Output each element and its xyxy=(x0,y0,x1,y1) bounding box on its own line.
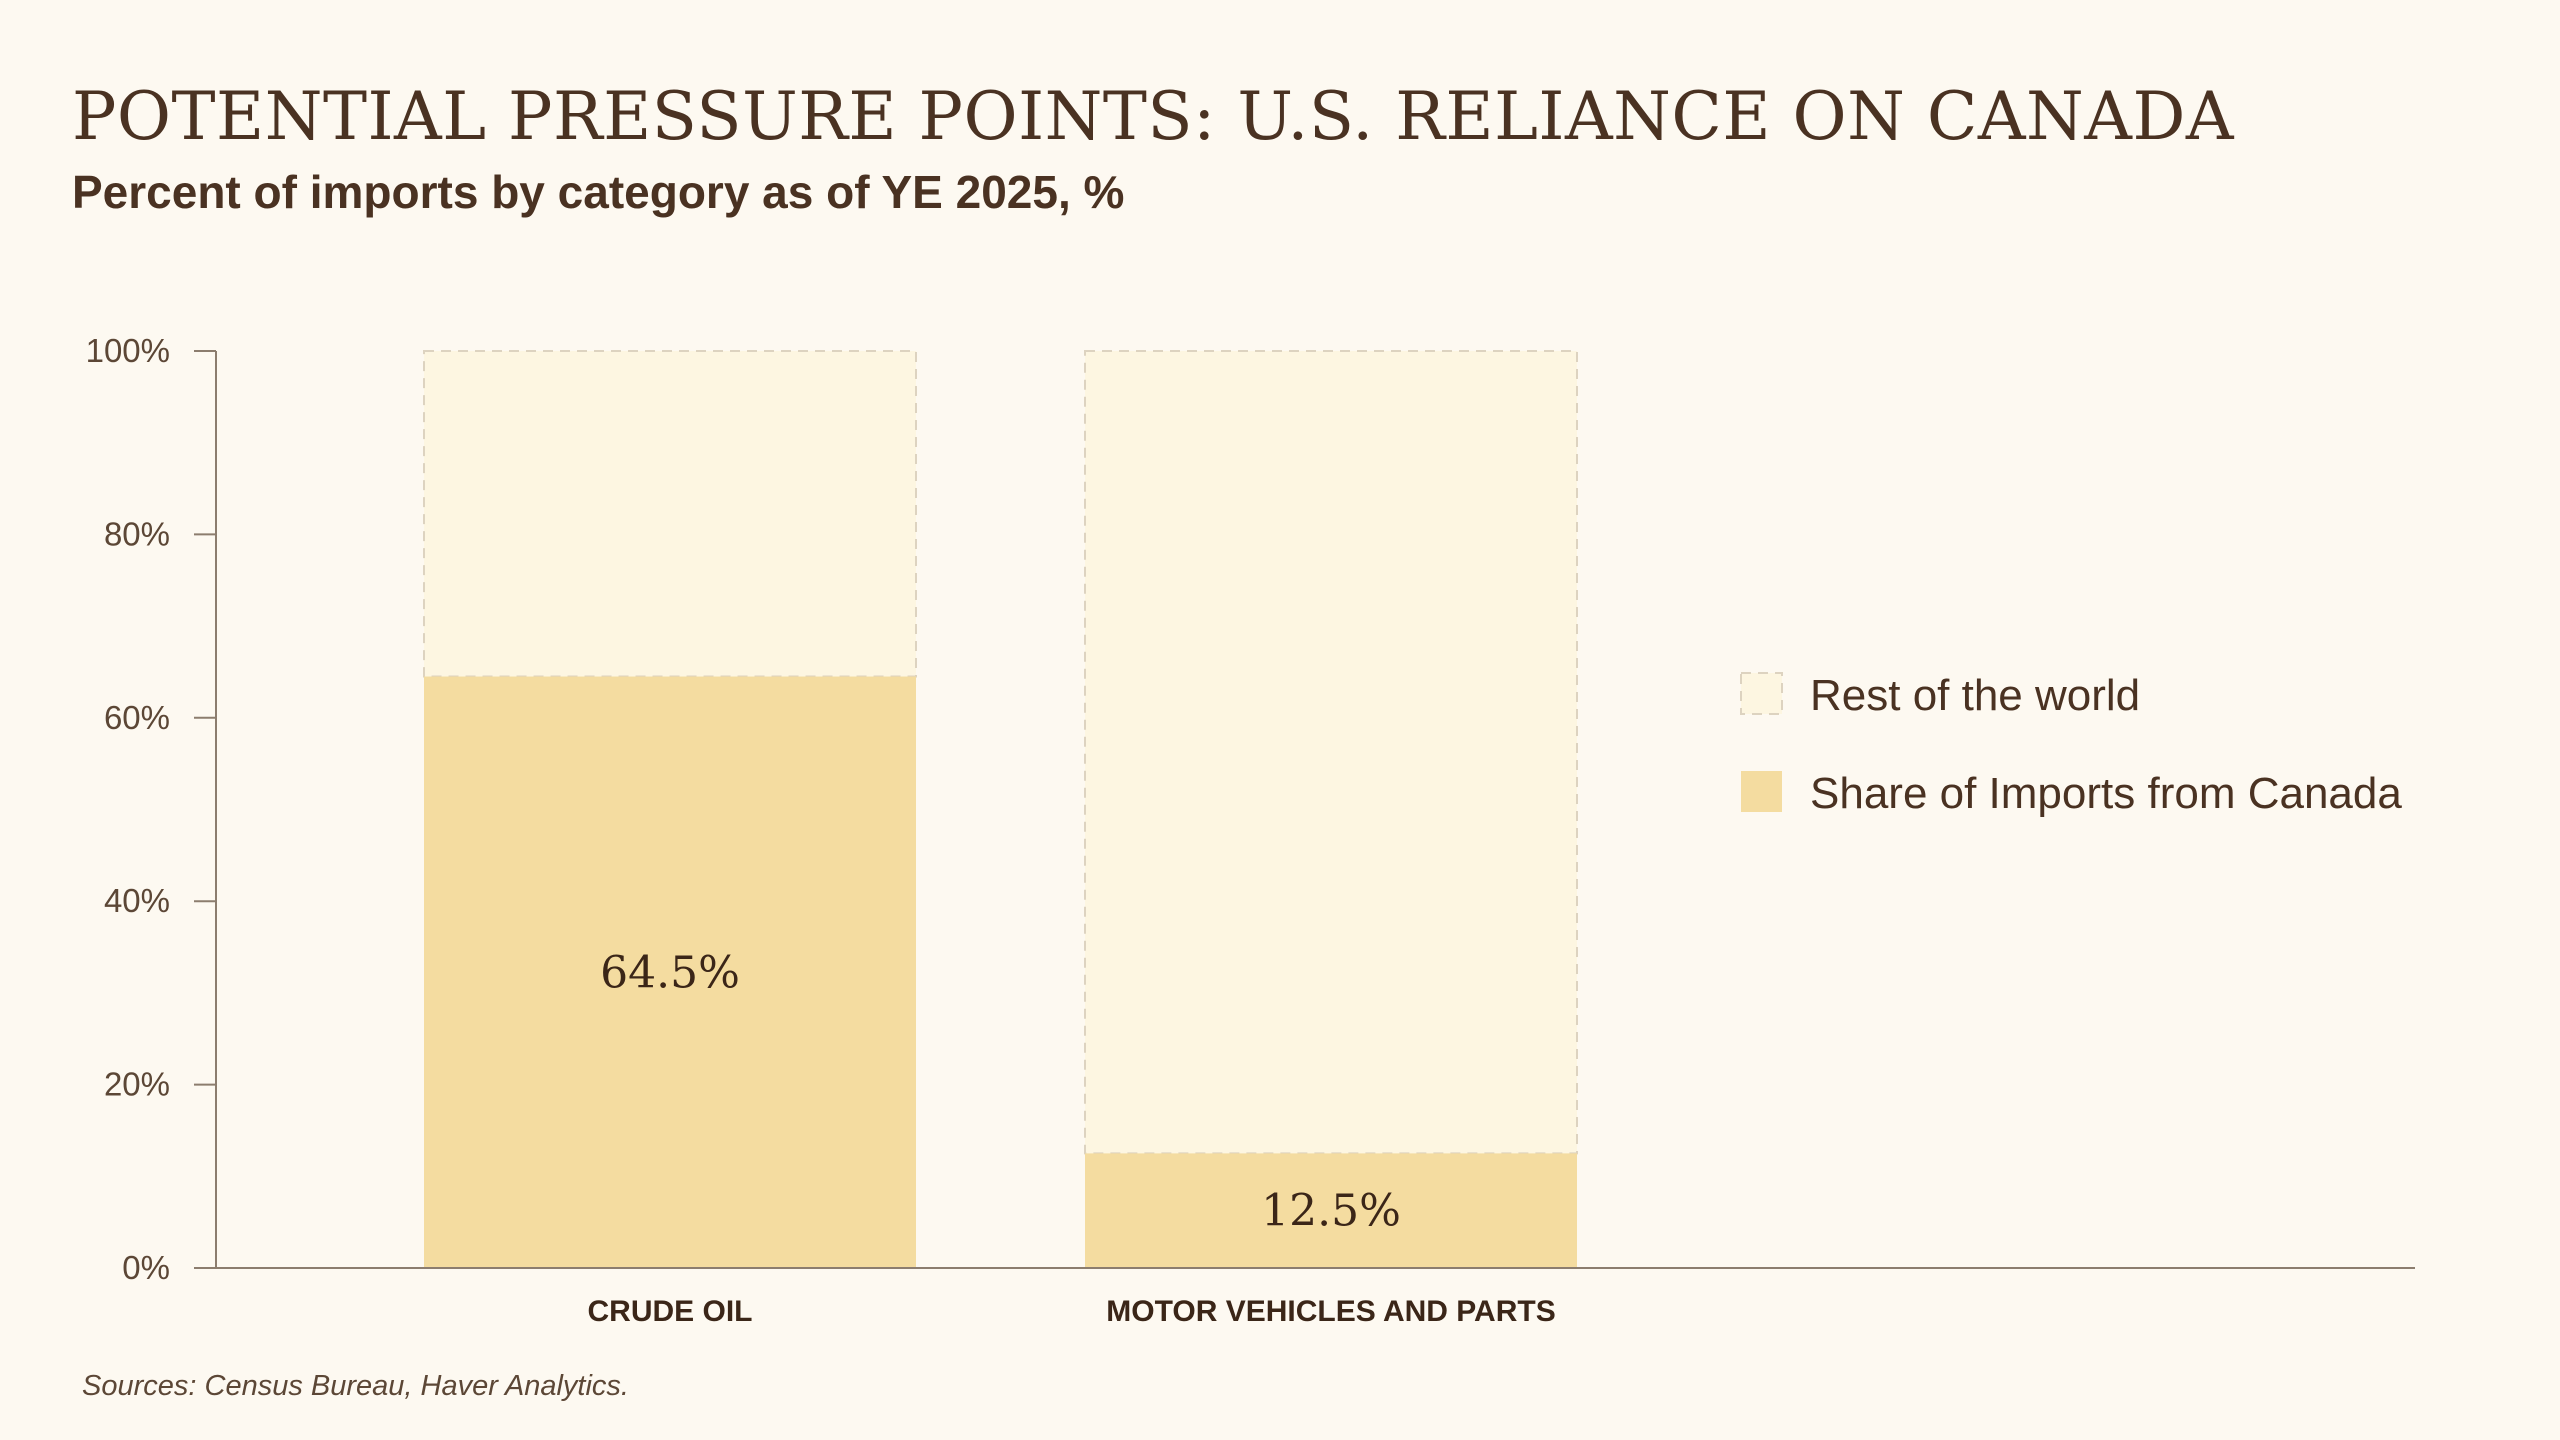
legend-swatch-canada xyxy=(1741,771,1782,812)
axis-layer: 0% 20% 40% 60% 80% 100% xyxy=(86,332,2415,1286)
bar-rest-of-world-motor-vehicles-and-parts xyxy=(1084,350,1578,1155)
category-label-motor-vehicles-and-parts: MOTOR VEHICLES AND PARTS xyxy=(1106,1295,1555,1328)
chart-title: POTENTIAL PRESSURE POINTS: U.S. RELIANCE… xyxy=(72,78,2235,155)
data-label-motor-vehicles-and-parts: 12.5% xyxy=(1261,1186,1401,1237)
y-tick-label-60: 60% xyxy=(104,699,170,736)
legend-swatch-rest-of-world xyxy=(1740,672,1783,715)
bar-canada-crude-oil xyxy=(424,676,916,1268)
bars-layer xyxy=(423,350,1578,1268)
bar-canada-motor-vehicles-and-parts xyxy=(1085,1153,1577,1268)
y-tick-label-20: 20% xyxy=(104,1066,170,1103)
y-tick-label-0: 0% xyxy=(122,1249,170,1286)
bar-rest-of-world-crude-oil xyxy=(423,350,917,678)
legend: Rest of the world Share of Imports from … xyxy=(1740,671,2402,818)
chart-subtitle: Percent of imports by category as of YE … xyxy=(72,166,1125,218)
y-tick-label-100: 100% xyxy=(86,332,170,369)
category-label-crude-oil: CRUDE OIL xyxy=(588,1295,753,1328)
legend-label-canada: Share of Imports from Canada xyxy=(1810,769,2402,818)
y-tick-label-40: 40% xyxy=(104,882,170,919)
data-label-crude-oil: 64.5% xyxy=(600,947,740,998)
source-note: Sources: Census Bureau, Haver Analytics. xyxy=(82,1370,629,1402)
legend-label-rest-of-world: Rest of the world xyxy=(1810,671,2140,720)
labels-layer: 64.5% CRUDE OIL 12.5% MOTOR VEHICLES AND PA… xyxy=(588,947,1556,1328)
y-tick-label-80: 80% xyxy=(104,515,170,552)
